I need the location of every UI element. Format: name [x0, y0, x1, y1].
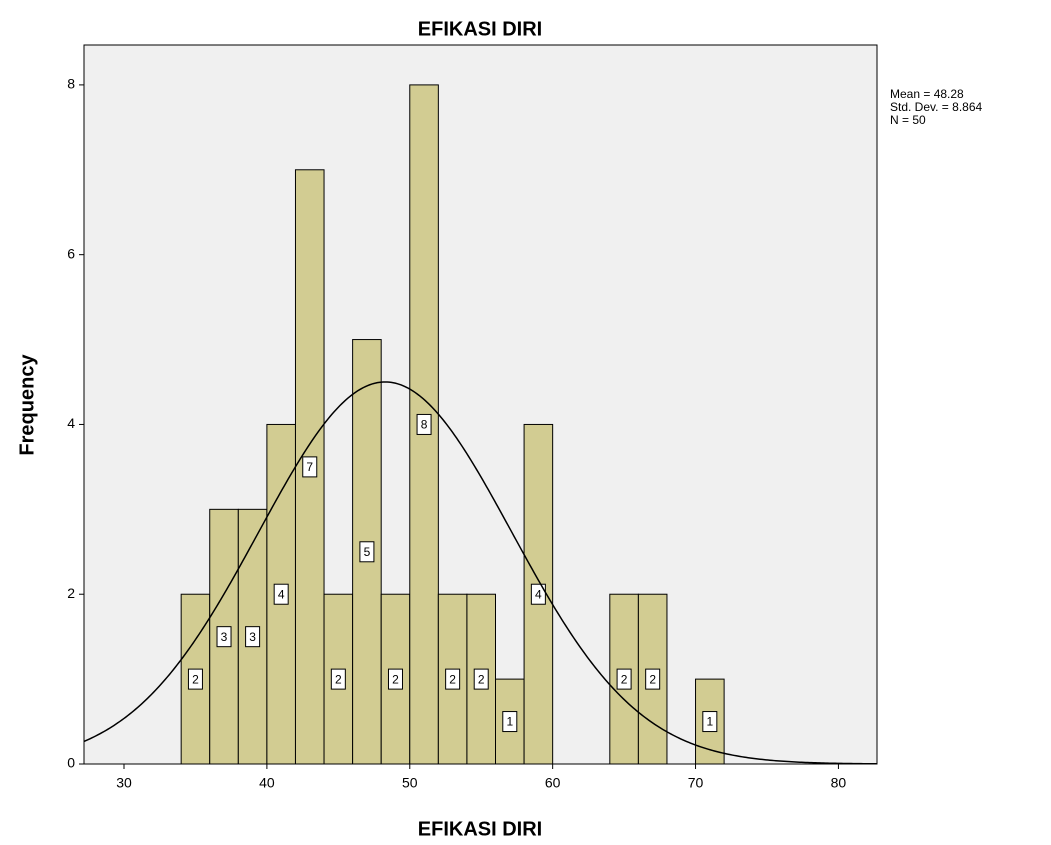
y-tick-label: 0 [67, 755, 75, 771]
x-tick-label: 50 [402, 775, 418, 791]
data-label: 4 [535, 587, 542, 601]
y-tick-label: 2 [67, 585, 75, 601]
x-tick-label: 60 [545, 775, 561, 791]
y-axis-label: Frequency [16, 354, 38, 456]
chart-title: EFIKASI DIRI [418, 18, 542, 40]
x-tick-label: 30 [116, 775, 132, 791]
x-axis-label: EFIKASI DIRI [418, 818, 542, 840]
x-tick-label: 70 [688, 775, 704, 791]
data-label: 7 [306, 460, 313, 474]
stat-text: Std. Dev. = 8.864 [890, 100, 982, 114]
data-label: 2 [478, 672, 485, 686]
data-label: 1 [706, 715, 713, 729]
data-label: 2 [621, 672, 628, 686]
data-label: 3 [249, 630, 256, 644]
data-label: 2 [392, 672, 399, 686]
data-label: 2 [192, 672, 199, 686]
data-label: 5 [364, 545, 371, 559]
y-tick-label: 6 [67, 245, 75, 261]
y-tick-label: 4 [67, 415, 75, 431]
chart: EFIKASI DIRI EFIKASI DIRI Frequency 0 2 4 6… [0, 0, 1051, 845]
x-tick-label: 80 [831, 775, 847, 791]
data-label: 3 [221, 630, 228, 644]
data-label: 4 [278, 587, 285, 601]
stat-text: N = 50 [890, 113, 926, 127]
data-label: 8 [421, 418, 428, 432]
stat-text: Mean = 48.28 [890, 87, 964, 101]
data-label: 2 [649, 672, 656, 686]
x-tick-label: 40 [259, 775, 275, 791]
data-label: 2 [335, 672, 342, 686]
y-tick-label: 8 [67, 76, 75, 92]
data-label: 2 [449, 672, 456, 686]
data-label: 1 [506, 715, 513, 729]
